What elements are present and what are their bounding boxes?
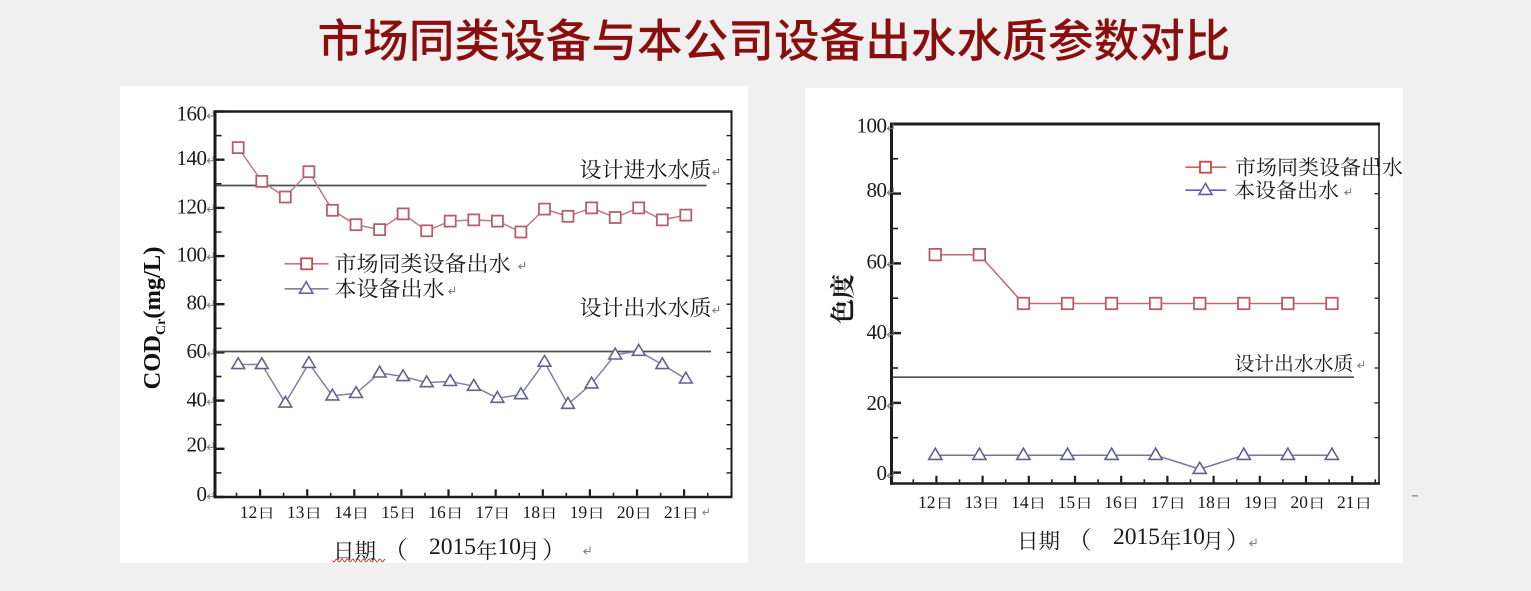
svg-text:140: 140 <box>177 146 207 170</box>
svg-text:40: 40 <box>867 320 887 344</box>
svg-text:80: 80 <box>867 178 887 202</box>
svg-text:40: 40 <box>187 387 207 411</box>
svg-text:100: 100 <box>177 242 207 266</box>
svg-text:160: 160 <box>177 101 207 125</box>
svg-text:120: 120 <box>177 195 207 219</box>
svg-text:100: 100 <box>857 114 887 138</box>
svg-text:60: 60 <box>187 339 207 363</box>
svg-text:CODCr(mg/L): CODCr(mg/L) <box>139 247 169 390</box>
svg-text:0: 0 <box>877 461 887 485</box>
svg-text:20: 20 <box>187 433 207 457</box>
svg-text:20: 20 <box>867 391 887 415</box>
svg-text:60: 60 <box>867 250 887 274</box>
svg-text:80: 80 <box>187 291 207 315</box>
svg-text:0: 0 <box>197 482 207 506</box>
